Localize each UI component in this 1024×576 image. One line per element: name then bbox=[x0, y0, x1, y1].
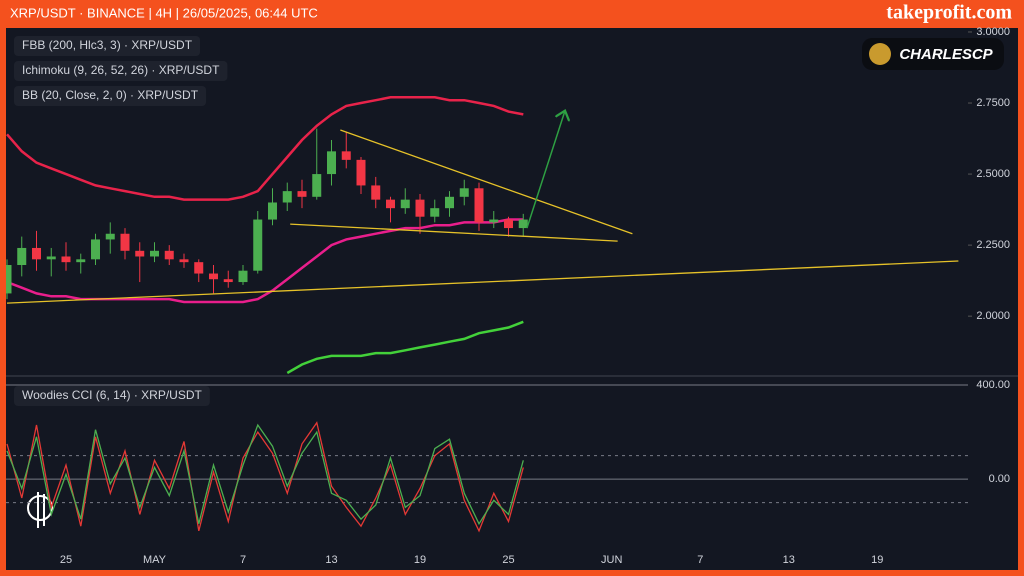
candle-body bbox=[76, 259, 86, 263]
indicator-label: Woodies CCI (6, 14) · XRP/USDT bbox=[22, 388, 202, 402]
line-series bbox=[6, 423, 524, 526]
y-tick-label: 2.5000 bbox=[976, 168, 1010, 180]
logo-icon bbox=[869, 43, 891, 65]
candle-body bbox=[430, 208, 440, 217]
y-tick-label: 2.7500 bbox=[976, 97, 1010, 109]
candle-body bbox=[61, 256, 71, 263]
candle-body bbox=[282, 191, 292, 203]
candle-body bbox=[356, 159, 366, 186]
candle-body bbox=[120, 233, 130, 251]
line-series bbox=[6, 96, 524, 201]
candle-body bbox=[297, 191, 307, 197]
indicator-label: Ichimoku (9, 26, 52, 26) · XRP/USDT bbox=[22, 63, 220, 77]
trendline bbox=[6, 260, 959, 304]
candle-body bbox=[209, 273, 218, 280]
candle-body bbox=[150, 250, 159, 257]
trendline bbox=[290, 223, 618, 242]
candle-body bbox=[135, 250, 145, 257]
candle-body bbox=[371, 185, 381, 200]
y-tick-label: 0.00 bbox=[989, 473, 1010, 485]
candle-body bbox=[6, 265, 12, 294]
candle-body bbox=[474, 188, 484, 223]
logo-text: CHARLESCP bbox=[899, 46, 993, 63]
candle-body bbox=[91, 239, 100, 260]
indicator-pill bbox=[14, 386, 210, 406]
candle-body bbox=[386, 199, 395, 209]
watermark-icon bbox=[27, 492, 53, 528]
candle-body bbox=[445, 196, 454, 209]
pane bbox=[6, 96, 959, 374]
candle-body bbox=[518, 219, 528, 229]
candle-body bbox=[179, 259, 189, 263]
y-tick-label: 400.00 bbox=[976, 379, 1010, 391]
x-tick-label: 25 bbox=[60, 554, 72, 566]
x-tick-label: 13 bbox=[783, 554, 795, 566]
candle-body bbox=[489, 219, 499, 223]
trendline bbox=[340, 129, 633, 235]
candle-body bbox=[459, 188, 469, 197]
x-tick-label: 19 bbox=[414, 554, 426, 566]
y-tick-label: 2.0000 bbox=[976, 310, 1010, 322]
x-tick-label: 7 bbox=[697, 554, 703, 566]
indicator-pill bbox=[14, 61, 228, 81]
candle-body bbox=[105, 233, 115, 240]
candle-body bbox=[268, 202, 277, 220]
indicator-label: BB (20, Close, 2, 0) · XRP/USDT bbox=[22, 88, 199, 102]
indicator-pill bbox=[14, 86, 207, 106]
candle-body bbox=[400, 199, 410, 209]
candle-body bbox=[341, 151, 351, 160]
arrow bbox=[526, 112, 565, 229]
x-tick-label: 19 bbox=[871, 554, 883, 566]
x-tick-label: 13 bbox=[325, 554, 337, 566]
x-tick-label: JUN bbox=[601, 554, 622, 566]
y-tick-label: 2.2500 bbox=[976, 239, 1010, 251]
chart-title: XRP/USDT · BINANCE | 4H | 26/05/2025, 06… bbox=[10, 5, 318, 20]
pane bbox=[6, 384, 968, 533]
x-tick-label: 25 bbox=[502, 554, 514, 566]
candle-body bbox=[415, 199, 425, 217]
indicator-pill bbox=[14, 36, 201, 56]
indicator-label: FBB (200, Hlc3, 3) · XRP/USDT bbox=[22, 38, 193, 52]
y-tick-label: 3.0000 bbox=[976, 26, 1010, 38]
line-series bbox=[6, 421, 524, 533]
candle-body bbox=[164, 250, 174, 260]
candle-body bbox=[253, 219, 263, 271]
candle-body bbox=[238, 270, 248, 283]
candle-body bbox=[46, 256, 56, 260]
candle-body bbox=[194, 262, 204, 274]
logo-badge bbox=[862, 38, 1004, 70]
candle-body bbox=[504, 219, 513, 229]
x-tick-label: MAY bbox=[143, 554, 167, 566]
candle-body bbox=[17, 247, 27, 266]
line-series bbox=[286, 320, 524, 374]
candle-body bbox=[32, 247, 41, 260]
candle-body bbox=[327, 151, 336, 175]
candle-body bbox=[312, 174, 322, 197]
site-name: takeprofit.com bbox=[886, 2, 1012, 24]
candle-body bbox=[223, 279, 233, 283]
x-tick-label: 7 bbox=[240, 554, 246, 566]
